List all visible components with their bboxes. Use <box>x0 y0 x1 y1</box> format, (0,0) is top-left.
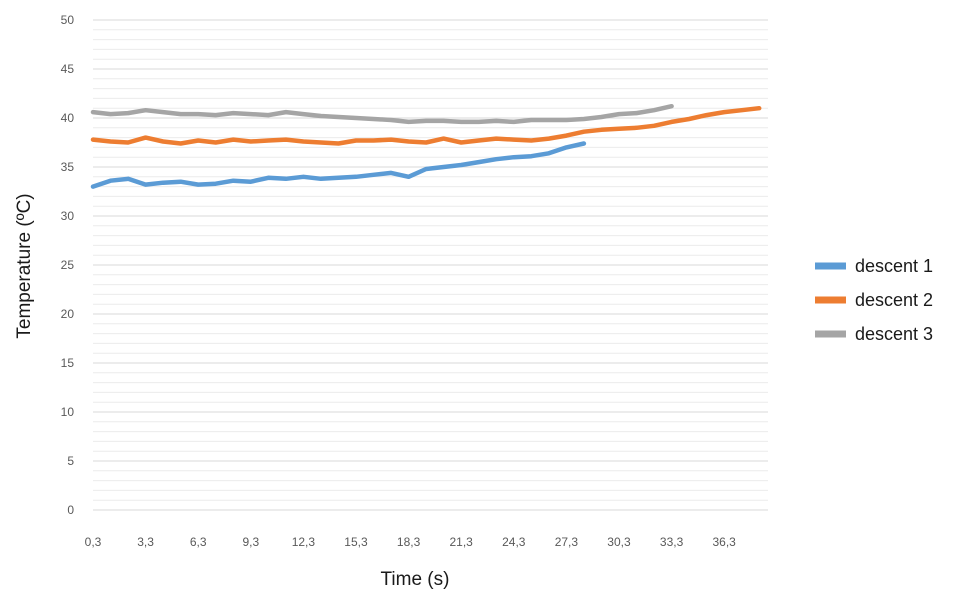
x-tick-label: 6,3 <box>190 535 207 549</box>
grid <box>93 19 768 511</box>
series-line-3 <box>90 103 674 125</box>
x-axis-title: Time (s) <box>381 569 450 590</box>
y-tick-label: 35 <box>61 160 75 174</box>
x-tick-label: 27,3 <box>555 535 579 549</box>
x-tick-label: 33,3 <box>660 535 684 549</box>
x-axis-ticks: 0,3 3,3 6,3 9,3 12,3 15,3 18,3 21,3 24,3 27,3 30,3… <box>85 535 737 549</box>
y-tick-label: 0 <box>67 503 74 517</box>
x-tick-label: 9,3 <box>242 535 259 549</box>
y-axis-ticks: 0 5 10 15 20 25 30 35 40 45 50 <box>61 13 75 517</box>
y-tick-label: 50 <box>61 13 75 27</box>
legend: descent 1 descent 2 descent 3 <box>815 256 933 344</box>
x-tick-label: 0,3 <box>85 535 102 549</box>
y-tick-label: 10 <box>61 405 75 419</box>
legend-label-3: descent 3 <box>855 324 933 344</box>
y-tick-label: 25 <box>61 258 75 272</box>
x-tick-label: 12,3 <box>292 535 316 549</box>
y-tick-label: 40 <box>61 111 75 125</box>
legend-label-1: descent 1 <box>855 256 933 276</box>
x-tick-label: 18,3 <box>397 535 421 549</box>
y-tick-label: 20 <box>61 307 75 321</box>
y-tick-label: 5 <box>67 454 74 468</box>
y-tick-label: 15 <box>61 356 75 370</box>
x-tick-label: 3,3 <box>137 535 154 549</box>
x-tick-label: 15,3 <box>344 535 368 549</box>
series-line-2 <box>90 105 762 146</box>
y-tick-label: 30 <box>61 209 75 223</box>
y-tick-label: 45 <box>61 62 75 76</box>
x-tick-label: 30,3 <box>607 535 631 549</box>
x-tick-label: 24,3 <box>502 535 526 549</box>
x-tick-label: 36,3 <box>712 535 736 549</box>
series-line-1 <box>90 141 587 189</box>
x-tick-label: 21,3 <box>450 535 474 549</box>
series-lines <box>90 103 762 189</box>
y-axis-title: Temperature (ºC) <box>14 193 35 338</box>
legend-label-2: descent 2 <box>855 290 933 310</box>
